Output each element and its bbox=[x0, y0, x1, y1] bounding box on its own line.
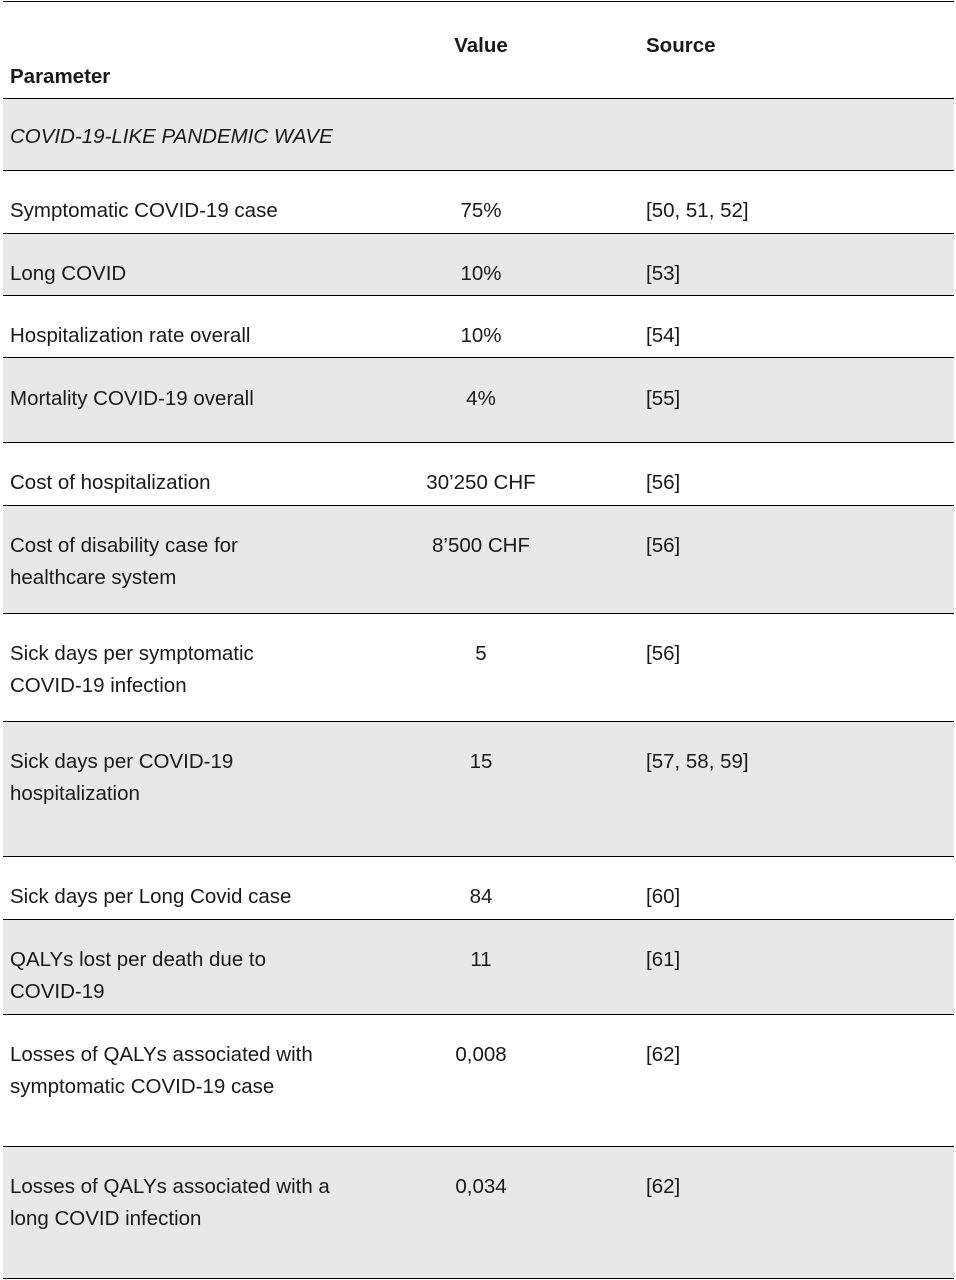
row-value: 84 bbox=[469, 885, 493, 908]
row-source: [57, 58, 59] bbox=[646, 750, 749, 773]
table-row: QALYs lost per death due to COVID-19 11 … bbox=[3, 920, 954, 1015]
table-row: Mortality COVID-19 overall 4% [55] bbox=[3, 358, 954, 443]
row-parameter: Mortality COVID-19 overall bbox=[10, 387, 254, 410]
row-value: 0,008 bbox=[455, 1043, 507, 1066]
table-row: Losses of QALYs associated with a long C… bbox=[3, 1147, 954, 1279]
row-value: 0,034 bbox=[455, 1175, 507, 1198]
header-parameter: Parameter bbox=[10, 65, 111, 88]
row-parameter: Hospitalization rate overall bbox=[10, 324, 251, 347]
row-source: [62] bbox=[646, 1043, 681, 1066]
table-row: Cost of hospitalization 30’250 CHF [56] bbox=[3, 443, 954, 506]
row-source: [56] bbox=[646, 642, 681, 665]
row-source: [60] bbox=[646, 885, 681, 908]
row-parameter: Sick days per symptomatic COVID-19 infec… bbox=[10, 642, 254, 697]
row-parameter: QALYs lost per death due to COVID-19 bbox=[10, 948, 267, 1003]
row-value: 30’250 CHF bbox=[426, 471, 536, 494]
table-row: Long COVID 10% [53] bbox=[3, 234, 954, 296]
row-source: [55] bbox=[646, 387, 681, 410]
table-row: Losses of QALYs associated with symptoma… bbox=[3, 1015, 954, 1147]
row-value: 10% bbox=[460, 324, 502, 347]
parameter-table: Parameter Value Source COVID-19-LIKE PAN… bbox=[3, 1, 954, 1279]
row-source: [61] bbox=[646, 948, 681, 971]
row-value: 5 bbox=[475, 642, 487, 665]
row-parameter: Cost of hospitalization bbox=[10, 471, 211, 494]
row-value: 10% bbox=[460, 262, 502, 285]
row-parameter: Sick days per COVID-19 hospitalization bbox=[10, 750, 234, 805]
table-row: Cost of disability case for healthcare s… bbox=[3, 506, 954, 614]
row-source: [50, 51, 52] bbox=[646, 199, 749, 222]
table-row: Sick days per COVID-19 hospitalization 1… bbox=[3, 722, 954, 857]
table-row: Sick days per Long Covid case 84 [60] bbox=[3, 857, 954, 920]
table-header-row: Parameter Value Source bbox=[3, 2, 954, 99]
row-value: 4% bbox=[466, 387, 496, 410]
row-value: 11 bbox=[470, 948, 492, 971]
row-parameter: Sick days per Long Covid case bbox=[10, 885, 292, 908]
row-source: [56] bbox=[646, 471, 681, 494]
table-row: Sick days per symptomatic COVID-19 infec… bbox=[3, 614, 954, 722]
section-row: COVID-19-LIKE PANDEMIC WAVE bbox=[3, 99, 954, 171]
row-parameter: Long COVID bbox=[10, 262, 127, 285]
row-value: 15 bbox=[469, 750, 493, 773]
row-parameter: Symptomatic COVID-19 case bbox=[10, 199, 278, 222]
table-row: Symptomatic COVID-19 case 75% [50, 51, 5… bbox=[3, 171, 954, 234]
row-parameter: Losses of QALYs associated with a long C… bbox=[10, 1175, 330, 1230]
table-row: Hospitalization rate overall 10% [54] bbox=[3, 296, 954, 358]
row-source: [62] bbox=[646, 1175, 681, 1198]
section-title: COVID-19-LIKE PANDEMIC WAVE bbox=[10, 125, 333, 148]
row-source: [54] bbox=[646, 324, 681, 347]
row-source: [53] bbox=[646, 262, 681, 285]
row-parameter: Cost of disability case for healthcare s… bbox=[10, 534, 238, 589]
row-source: [56] bbox=[646, 534, 681, 557]
header-value: Value bbox=[454, 34, 508, 57]
row-parameter: Losses of QALYs associated with symptoma… bbox=[10, 1043, 313, 1098]
row-value: 8’500 CHF bbox=[432, 534, 530, 557]
row-value: 75% bbox=[460, 199, 502, 222]
header-source: Source bbox=[646, 34, 716, 57]
